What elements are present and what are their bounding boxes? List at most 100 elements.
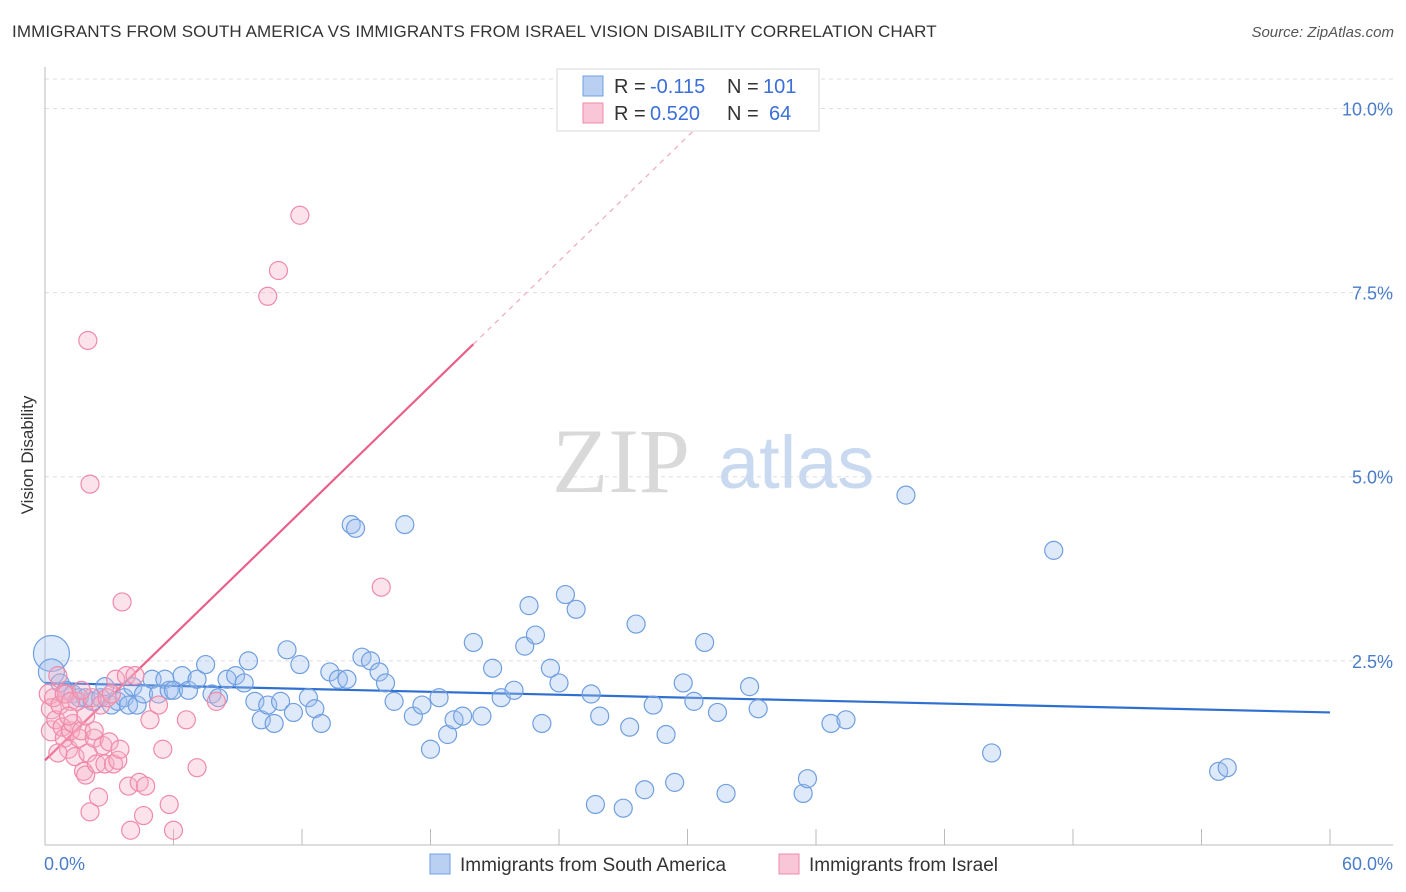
south-america-trend-line (44, 681, 1331, 714)
israel-point (159, 794, 179, 815)
israel-point (78, 330, 98, 351)
south-america-point (613, 798, 633, 818)
israel-point (99, 732, 119, 752)
south-america-point (555, 584, 576, 605)
y-tick-label: 5.0% (1352, 468, 1393, 488)
south-america-point (620, 717, 640, 737)
south-america-point (836, 710, 856, 730)
x-tick-label-min: 0.0% (44, 854, 85, 874)
south-america-point (707, 702, 728, 723)
south-america-point (549, 673, 569, 693)
x-tick-label-max: 60.0% (1342, 854, 1393, 874)
bottom-legend-label-israel: Immigrants from Israel (809, 855, 998, 876)
south-america-point (643, 695, 663, 715)
y-tick-label: 7.5% (1352, 284, 1393, 304)
south-america-point (463, 632, 483, 653)
israel-point (290, 205, 310, 225)
israel-point (163, 820, 184, 840)
south-america-point (665, 772, 685, 792)
israel-point (258, 286, 278, 306)
tick-labels: 2.5% 5.0% 7.5% 10.0% 0.0% 60.0% (44, 99, 1393, 874)
legend-r-label-2: R = (614, 103, 646, 125)
south-america-point (429, 688, 449, 708)
watermark-atlas: atlas (718, 421, 874, 504)
bottom-legend-swatch-south-america (429, 853, 451, 875)
series-legend: Immigrants from South America Immigrants… (429, 853, 998, 876)
south-america-point (245, 691, 265, 711)
israel-point (88, 787, 109, 807)
series-south-america (32, 485, 1237, 818)
israel-point (206, 691, 226, 711)
legend-n-label-1: N = (727, 76, 759, 98)
south-america-point (896, 485, 916, 505)
south-america-point (504, 680, 524, 700)
axes (44, 67, 1393, 846)
correlation-legend: R = -0.115 N = 101 R = 0.520 N = 64 (556, 68, 820, 132)
south-america-point (716, 783, 736, 804)
legend-swatch-israel (582, 102, 604, 124)
israel-point (140, 710, 160, 730)
south-america-point (635, 780, 655, 800)
israel-point (176, 710, 196, 730)
y-tick-label: 2.5% (1352, 652, 1393, 672)
israel-point (112, 592, 132, 612)
south-america-point (982, 743, 1002, 763)
grid (45, 78, 1393, 662)
south-america-point (234, 673, 254, 693)
south-america-point (133, 684, 154, 704)
legend-r-value-2: 0.520 (650, 103, 700, 125)
israel-trend-line (44, 343, 475, 762)
south-america-point (127, 695, 147, 715)
south-america-point (298, 688, 319, 708)
south-america-point (337, 669, 357, 689)
south-america-point (187, 669, 207, 689)
israel-point (80, 474, 100, 494)
south-america-point (540, 658, 561, 678)
data-points (32, 205, 1237, 840)
trend-lines (44, 115, 1331, 762)
israel-point (71, 680, 92, 700)
south-america-point (797, 769, 818, 789)
south-america-point (311, 713, 331, 734)
south-america-point (290, 654, 310, 675)
legend-r-label-1: R = (614, 76, 646, 98)
israel-point (371, 577, 391, 597)
series-israel (38, 205, 391, 840)
south-america-point (821, 713, 841, 734)
south-america-point (590, 706, 610, 726)
israel-point (118, 776, 139, 796)
south-america-point (345, 518, 366, 538)
south-america-point (566, 599, 586, 619)
israel-point (110, 739, 130, 759)
south-america-point (793, 783, 813, 804)
south-america-point (375, 673, 396, 693)
south-america-point (277, 640, 297, 660)
south-america-point (395, 515, 415, 535)
south-america-point (453, 706, 473, 726)
south-america-point (270, 691, 291, 711)
south-america-point (472, 706, 492, 726)
legend-n-value-2: 64 (769, 103, 791, 125)
israel-point (48, 665, 68, 686)
legend-n-label-2: N = (727, 103, 759, 125)
south-america-point (159, 680, 179, 700)
bottom-legend-label-south-america: Immigrants from South America (460, 855, 727, 876)
south-america-point (412, 695, 432, 715)
source-label: Source: ZipAtlas.com (1251, 24, 1394, 41)
south-america-point (581, 684, 601, 704)
israel-point (125, 665, 145, 686)
y-axis-title: Vision Disability (18, 395, 37, 514)
south-america-point (519, 596, 539, 616)
israel-point (153, 739, 173, 759)
chart-title: IMMIGRANTS FROM SOUTH AMERICA VS IMMIGRA… (12, 22, 937, 41)
south-america-point (1044, 540, 1064, 560)
israel-point (129, 772, 149, 792)
south-america-point (684, 691, 704, 711)
israel-point (84, 721, 104, 741)
south-america-point (525, 625, 546, 645)
israel-point (106, 669, 126, 689)
south-america-point (585, 794, 606, 815)
south-america-point (748, 699, 768, 719)
bottom-legend-swatch-israel (778, 853, 800, 875)
